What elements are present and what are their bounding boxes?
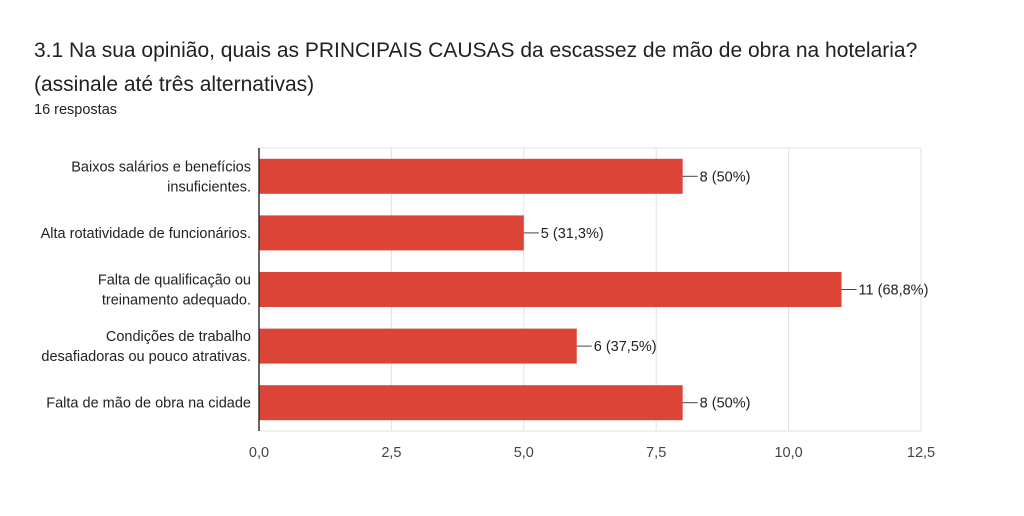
category-label: desafiadoras ou pouco atrativas. (41, 349, 251, 365)
data-label: 6 (37,5%) (594, 339, 657, 355)
category-label: Alta rotatividade de funcionários. (41, 226, 251, 242)
x-tick-label: 0,0 (249, 445, 269, 461)
question-title: 3.1 Na sua opinião, quais as PRINCIPAIS … (34, 39, 918, 96)
category-label: Falta de qualificação ou (98, 273, 251, 289)
category-label: treinamento adequado. (102, 293, 251, 309)
response-count: 16 respostas (34, 102, 118, 118)
x-tick-label: 2,5 (381, 445, 401, 461)
category-label: insuficientes. (167, 179, 251, 195)
category-label: Falta de mão de obra na cidade (46, 396, 251, 412)
bar (259, 272, 842, 307)
x-tick-label: 10,0 (774, 445, 802, 461)
x-tick-label: 12,5 (907, 445, 935, 461)
bar (259, 158, 683, 194)
category-label: Condições de trabalho (106, 329, 251, 345)
bar (259, 385, 683, 421)
category-label: Baixos salários e benefícios (71, 159, 251, 175)
data-label: 8 (50%) (700, 169, 751, 185)
data-label: 5 (31,3%) (541, 226, 604, 242)
data-label: 8 (50%) (700, 396, 751, 412)
x-tick-label: 5,0 (514, 445, 534, 461)
bar (259, 328, 577, 364)
bar (259, 215, 524, 251)
x-tick-label: 7,5 (646, 445, 666, 461)
data-label: 11 (68,8%) (859, 283, 929, 299)
